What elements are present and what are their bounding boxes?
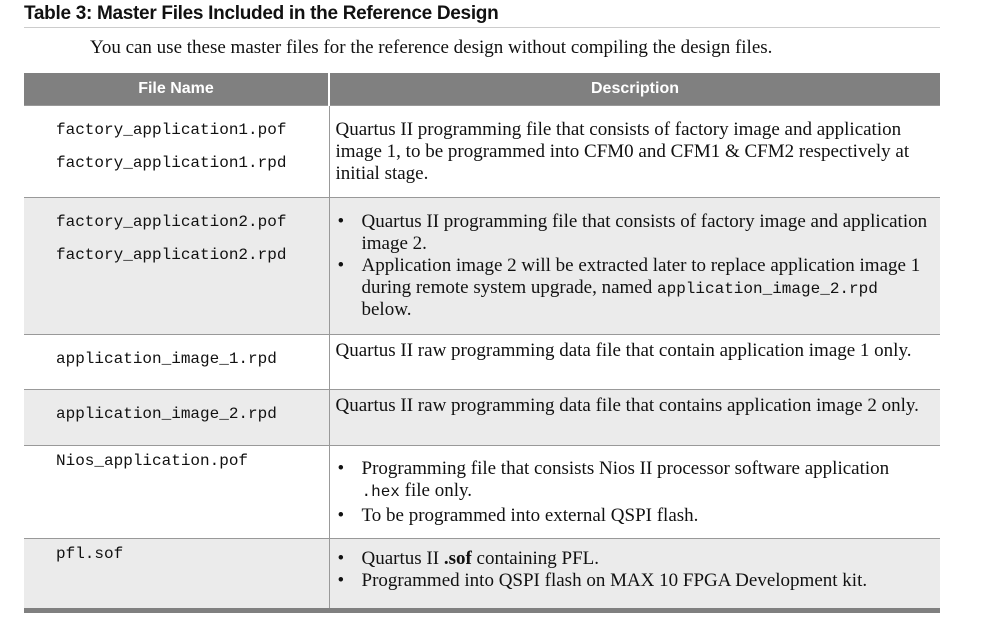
bullet-item: To be programmed into external QSPI flas… — [338, 505, 933, 527]
description: Quartus II raw programming data file tha… — [329, 334, 940, 390]
file-name: factory_application2.rpd — [56, 246, 287, 264]
file-name: application_image_2.rpd — [56, 405, 277, 423]
header-file-name: File Name — [24, 73, 330, 106]
bullet-item: Quartus II .sof containing PFL. — [338, 548, 933, 570]
table-row: pfl.sof Quartus II .sof containing PFL. … — [24, 538, 940, 609]
table-row: application_image_1.rpd Quartus II raw p… — [24, 334, 940, 390]
bullet-item: Programming file that consists Nios II p… — [338, 458, 933, 502]
file-name: factory_application2.pof — [56, 213, 287, 231]
table-row: factory_application2.pof factory_applicat… — [24, 197, 940, 335]
master-files-table: File Name Description factory_applicatio… — [24, 73, 940, 609]
table-row: factory_application1.pof factory_applicat… — [24, 105, 940, 198]
table-bottom-rule — [24, 608, 940, 613]
divider — [24, 27, 940, 28]
file-name: factory_application1.rpd — [56, 154, 287, 172]
description: Quartus II programming file that consist… — [329, 105, 940, 198]
header-description: Description — [329, 73, 940, 106]
description: Quartus II raw programming data file tha… — [329, 389, 940, 446]
bullet-item: Programmed into QSPI flash on MAX 10 FPG… — [338, 570, 933, 592]
bullet-item: Application image 2 will be extracted la… — [338, 255, 933, 321]
table-row: application_image_2.rpd Quartus II raw p… — [24, 389, 940, 446]
bullet-item: Quartus II programming file that consist… — [338, 211, 933, 255]
file-name: factory_application1.pof — [56, 121, 287, 139]
intro-text: You can use these master files for the r… — [90, 37, 773, 58]
file-name: application_image_1.rpd — [56, 350, 277, 368]
file-name: pfl.sof — [56, 545, 124, 563]
file-name: Nios_application.pof — [56, 452, 249, 470]
table-title: Table 3: Master Files Included in the Re… — [24, 3, 499, 24]
table-row: Nios_application.pof Programming file th… — [24, 445, 940, 539]
